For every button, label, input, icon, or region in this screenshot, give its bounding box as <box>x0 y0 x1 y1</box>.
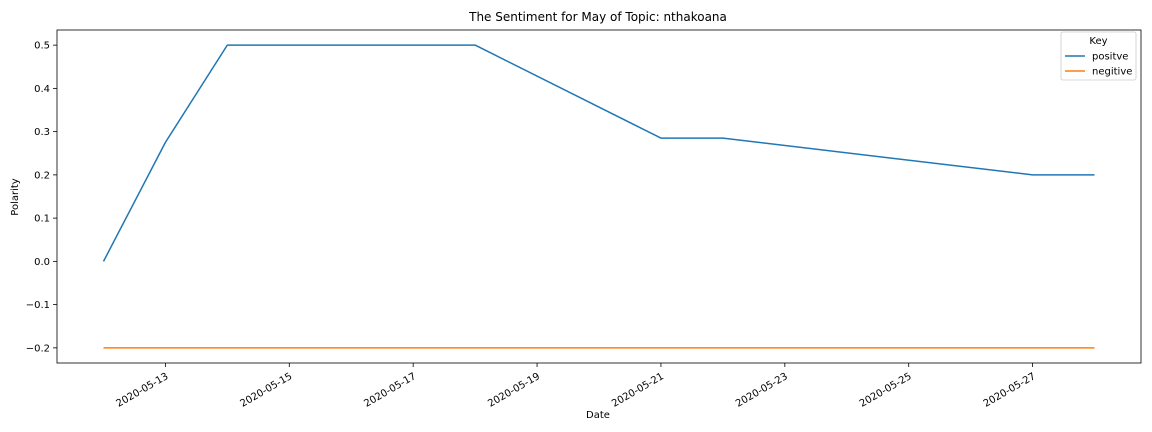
plot-frame <box>56 29 1142 364</box>
legend-title: Key <box>1089 36 1107 47</box>
x-tick-label: 2020-05-23 <box>734 371 790 410</box>
legend-label: negitive <box>1092 67 1132 78</box>
series-line-positve <box>102 44 1095 262</box>
legend: Key positve negitive <box>1060 31 1137 81</box>
y-tick-label: 0.4 <box>34 84 50 95</box>
y-tick-label: 0.3 <box>34 127 50 138</box>
x-tick-label: 2020-05-21 <box>610 371 666 410</box>
y-tick-label: 0.1 <box>34 214 50 225</box>
legend-box <box>1060 31 1137 81</box>
y-tick-label: 0.0 <box>34 257 50 268</box>
y-tick-label: −0.2 <box>26 343 50 354</box>
x-tick-label: 2020-05-17 <box>362 371 418 410</box>
x-tick-label: 2020-05-27 <box>982 371 1038 410</box>
plot-area: −0.2 −0.1 0.0 0.1 0.2 0.3 0.4 0.5 2020-05-13 2020… <box>26 29 1142 410</box>
y-tick-label: −0.1 <box>26 300 50 311</box>
x-tick-label: 2020-05-13 <box>115 371 171 410</box>
x-axis-title: Date <box>586 410 610 421</box>
y-tick-label: 0.2 <box>34 170 50 181</box>
x-tick-label: 2020-05-25 <box>858 371 914 410</box>
y-tick-label: 0.5 <box>34 41 50 52</box>
x-tick-label: 2020-05-19 <box>486 371 542 410</box>
y-axis-title: Polarity <box>10 178 21 216</box>
x-tick-label: 2020-05-15 <box>238 371 294 410</box>
legend-label: positve <box>1092 52 1128 63</box>
chart-title: The Sentiment for May of Topic: nthakoan… <box>468 10 727 24</box>
